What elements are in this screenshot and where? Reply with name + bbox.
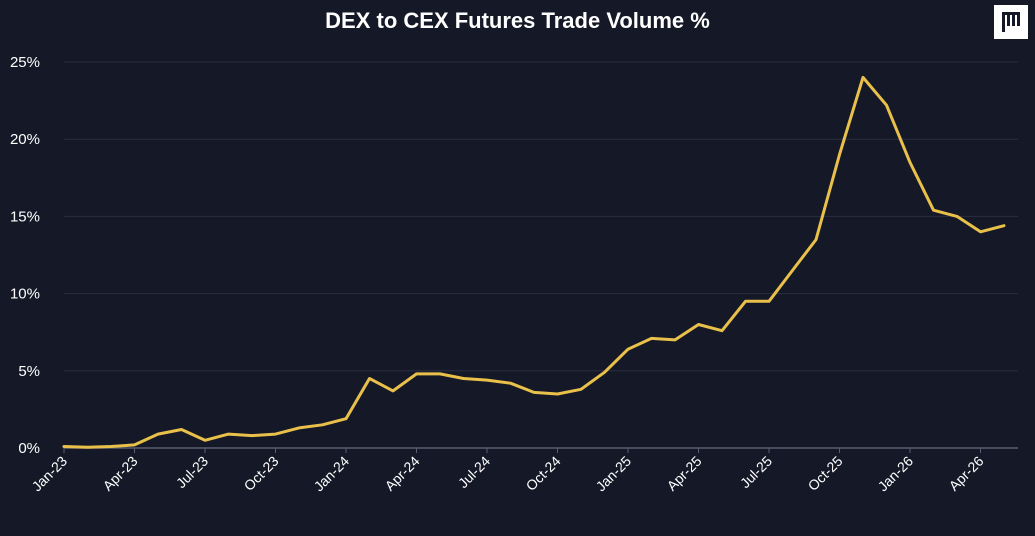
x-tick-label: Apr-23 <box>100 453 141 494</box>
series-line <box>62 75 1006 449</box>
chart-title: DEX to CEX Futures Trade Volume % <box>325 8 710 33</box>
x-tick-label: Jan-23 <box>29 453 71 495</box>
y-tick-label: 20% <box>10 131 40 148</box>
x-tick-label: Apr-25 <box>664 453 705 494</box>
x-tick-label: Jul-25 <box>737 453 775 491</box>
brand-logo-icon <box>994 5 1028 39</box>
gridlines <box>64 61 1018 449</box>
series <box>62 75 1006 449</box>
x-tick-label: Jan-24 <box>311 453 353 495</box>
x-tick-label: Oct-23 <box>241 453 282 494</box>
x-tick-label: Jul-23 <box>173 453 211 491</box>
y-tick-label: 10% <box>10 286 40 303</box>
y-tick-label: 15% <box>10 208 40 225</box>
x-axis: Jan-23 Apr-23 Jul-23 Oct-23 Jan-24 Apr-24 Jul-… <box>29 448 987 494</box>
x-tick-label: Oct-25 <box>805 453 846 494</box>
y-tick-label: 0% <box>18 440 40 457</box>
x-tick-label: Jan-25 <box>593 453 635 495</box>
x-tick-label: Apr-24 <box>382 453 423 494</box>
x-tick-label: Oct-24 <box>523 453 564 494</box>
y-tick-label: 25% <box>10 54 40 71</box>
y-axis: 0% 5% 10% 15% 20% 25% <box>10 54 40 457</box>
x-tick-label: Jan-26 <box>875 453 917 495</box>
y-tick-label: 5% <box>18 363 40 380</box>
x-tick-label: Apr-26 <box>946 453 987 494</box>
x-tick-label: Jul-24 <box>455 453 493 491</box>
